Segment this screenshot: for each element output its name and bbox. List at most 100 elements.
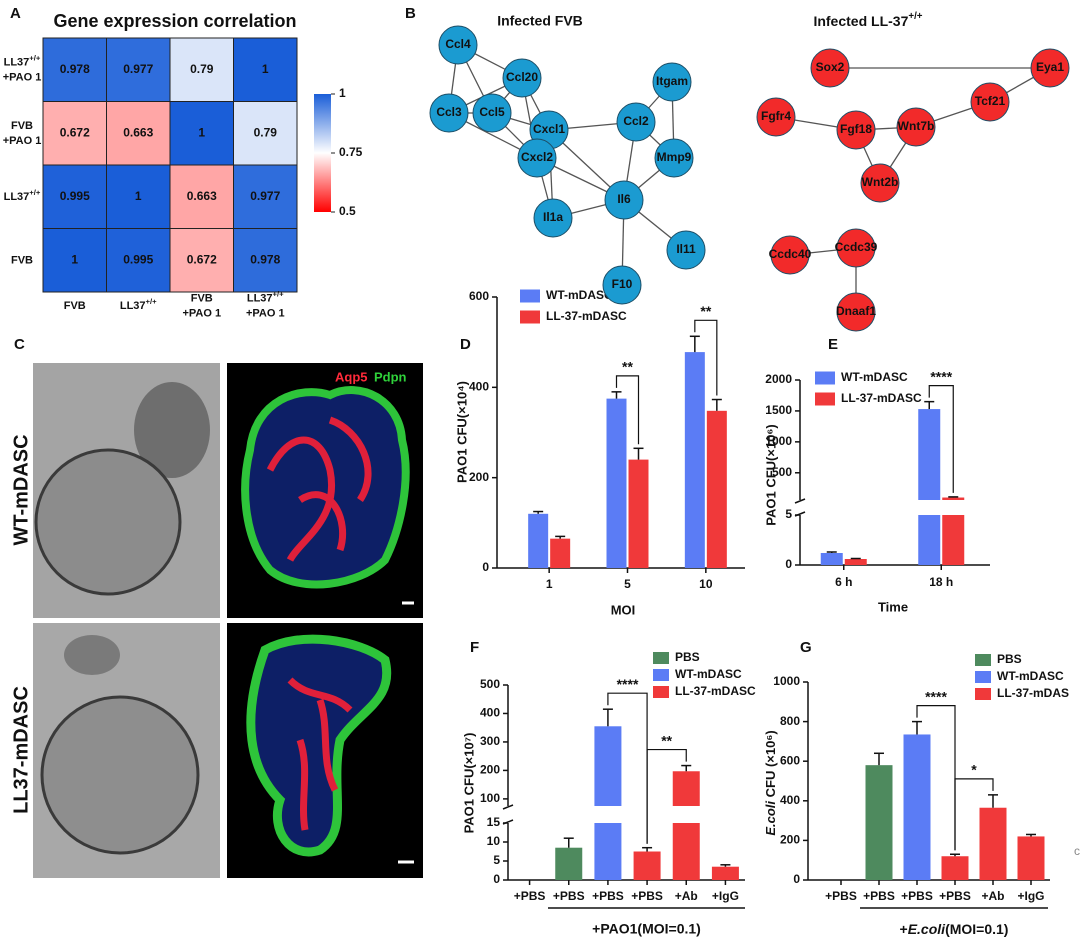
bar	[903, 734, 931, 880]
cell-label: 0.977	[250, 189, 280, 203]
x-tick-label: +PBS	[825, 889, 857, 903]
significance-bracket	[916, 704, 956, 851]
node	[533, 198, 573, 238]
node	[666, 230, 706, 270]
y-tick-label: 500	[772, 465, 792, 479]
legend-label: LL-37-mDASC	[546, 309, 627, 323]
y-tick-label: 2000	[765, 372, 792, 386]
significance-bracket	[615, 375, 640, 445]
y-tick-label: 600	[469, 289, 489, 303]
node	[654, 138, 694, 178]
node	[756, 97, 796, 137]
y-tick-label: LL37+/+	[4, 187, 41, 202]
node-label: Il1a	[543, 210, 563, 224]
colorbar-tick-label: 1	[339, 86, 346, 100]
colorbar	[314, 94, 331, 212]
y-tick-label: 400	[480, 706, 500, 720]
heatmap-cell	[42, 228, 107, 293]
label-part: FVB	[11, 120, 33, 132]
axis-break	[794, 511, 806, 517]
node-label: Il11	[676, 242, 696, 256]
label-part: +/+	[273, 289, 285, 298]
x-tick-label: 1	[546, 577, 553, 591]
heatmap-cell	[169, 164, 234, 229]
legend-swatch	[653, 652, 669, 664]
colorbar-tick-label: 0.75	[339, 145, 363, 159]
heatmap-cell	[169, 101, 234, 166]
y-tick-label: 200	[469, 470, 489, 484]
organoid	[34, 448, 182, 596]
cell-label: 0.977	[123, 62, 153, 76]
label-part: FVB	[11, 254, 33, 266]
node-label: Cxcl2	[521, 150, 553, 164]
node	[836, 292, 876, 332]
node-label: Ccl2	[623, 114, 649, 128]
bar	[711, 866, 739, 880]
group-label: +E.coli(MOI=0.1)	[900, 921, 1009, 937]
organoid-stain	[241, 386, 410, 589]
bar	[633, 851, 661, 880]
y-tick-label: 0	[785, 557, 792, 571]
bar	[918, 409, 941, 500]
row-label: LL37-mDASC	[10, 686, 32, 814]
legend-label: PBS	[997, 652, 1022, 666]
y-tick-label: 800	[780, 714, 800, 728]
x-tick-label: +PBS	[901, 889, 933, 903]
node	[896, 107, 936, 147]
x-axis-label: Time	[878, 599, 908, 614]
panel-letter: C	[14, 336, 25, 353]
legend-swatch	[653, 669, 669, 681]
x-axis-label: MOI	[611, 602, 636, 617]
axis-break	[794, 498, 806, 504]
significance-bracket	[954, 778, 994, 851]
bar	[865, 765, 893, 880]
legend-swatch	[815, 371, 835, 385]
heatmap-cell	[106, 37, 171, 102]
margin-note: c	[1074, 844, 1080, 858]
y-tick-label: 500	[480, 677, 500, 691]
node-label: Mmp9	[657, 150, 692, 164]
y-tick-label: 1500	[765, 403, 792, 417]
node	[438, 25, 478, 65]
cell-label: 0.672	[187, 252, 217, 266]
y-tick-label: FVB +PAO 1	[3, 120, 42, 147]
x-tick-label: +PBS	[553, 889, 585, 903]
node	[517, 138, 557, 178]
node	[1030, 48, 1070, 88]
x-tick-label: LL37+/+	[120, 297, 157, 312]
heatmap-cell	[233, 101, 298, 166]
significance-label: ****	[617, 676, 639, 692]
legend-label: WT-mDASC	[841, 370, 908, 384]
x-tick-label: FVB	[64, 300, 86, 312]
x-tick-label: +Ab	[981, 889, 1004, 903]
micrographs	[33, 363, 423, 878]
bar	[606, 398, 627, 568]
y-axis-label: PAO1 CFU(×10⁷)	[461, 733, 476, 834]
y-tick-label: 200	[480, 763, 500, 777]
node-label: Ccl3	[436, 105, 462, 119]
label-part: +PAO 1	[3, 71, 42, 83]
node	[616, 102, 656, 142]
heatmap-cell	[42, 37, 107, 102]
significance-label: ****	[930, 368, 952, 384]
label-part: LL37	[120, 300, 146, 312]
node-label: Tcf21	[975, 94, 1006, 108]
panel-letter: B	[405, 5, 416, 22]
y-tick-label: 0	[793, 872, 800, 886]
label-part: E.coli	[908, 921, 946, 937]
label-part: FVB	[191, 292, 213, 304]
label-part: E.coli	[763, 801, 778, 836]
bar	[706, 410, 727, 568]
significance-label: ****	[925, 688, 947, 704]
legend-swatch	[815, 392, 835, 406]
label-part: LL37	[4, 56, 30, 68]
y-tick-label: 1000	[773, 674, 800, 688]
legend-swatch	[520, 289, 540, 303]
stain-label: Aqp5	[335, 369, 368, 384]
bar	[941, 856, 969, 880]
node-label: Eya1	[1036, 60, 1064, 74]
label-part: (MOI=0.1)	[945, 921, 1008, 937]
node-label: Ccl5	[479, 105, 505, 119]
significance-label: **	[622, 359, 633, 375]
y-tick-label: 200	[780, 833, 800, 847]
